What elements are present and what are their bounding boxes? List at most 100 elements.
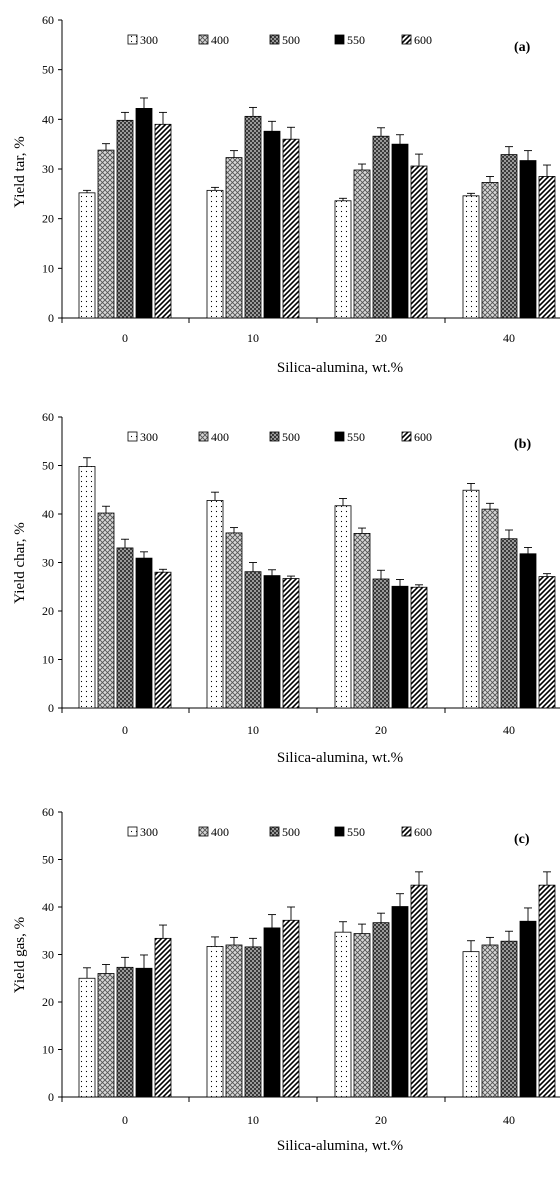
legend-swatch-300 — [127, 34, 138, 45]
bar-series-400 — [225, 157, 243, 319]
bar-series-500 — [372, 578, 390, 709]
y-tick-label: 60 — [42, 410, 54, 424]
bar-series-500 — [372, 135, 390, 319]
legend-swatch-600 — [401, 431, 412, 442]
y-tick-label: 30 — [42, 948, 54, 962]
bar-series-400 — [481, 944, 499, 1098]
x-tick-label: 10 — [247, 1113, 259, 1127]
bar-series-550 — [263, 575, 281, 709]
x-tick-label: 0 — [122, 1113, 128, 1127]
y-tick-label: 0 — [48, 1090, 54, 1104]
bar-series-400 — [353, 169, 371, 319]
bar-series-550 — [391, 585, 409, 709]
y-tick-label: 20 — [42, 995, 54, 1009]
panel-label: (a) — [514, 40, 531, 55]
x-tick-label: 40 — [503, 1113, 515, 1127]
legend-label-500: 500 — [282, 825, 300, 839]
bar-series-300 — [462, 195, 480, 319]
x-axis-title: Silica-alumina, wt.% — [277, 1138, 403, 1154]
y-tick-label: 10 — [42, 261, 54, 275]
bar-series-500 — [116, 547, 134, 709]
legend-label-500: 500 — [282, 430, 300, 444]
bar-series-600 — [282, 578, 300, 709]
bar-series-600 — [410, 884, 428, 1098]
legend-swatch-300 — [127, 431, 138, 442]
bar-series-550 — [519, 553, 537, 709]
panel-label: (c) — [514, 832, 530, 847]
y-axis-title: Yield char, % — [12, 522, 28, 603]
y-tick-label: 20 — [42, 212, 54, 226]
bar-series-500 — [500, 154, 518, 319]
bar-series-300 — [462, 489, 480, 709]
bar-series-550 — [135, 967, 153, 1098]
bar-series-400 — [97, 149, 115, 319]
bar-series-300 — [206, 500, 224, 709]
legend-swatch-300 — [127, 826, 138, 837]
bar-series-400 — [481, 508, 499, 709]
bar-series-600 — [538, 176, 556, 319]
bar-series-300 — [78, 977, 96, 1098]
x-tick-label: 20 — [375, 331, 387, 345]
legend-label-300: 300 — [140, 825, 158, 839]
bar-series-500 — [500, 940, 518, 1098]
x-axis-title: Silica-alumina, wt.% — [277, 750, 403, 766]
bar-series-300 — [334, 505, 352, 709]
legend-label-300: 300 — [140, 33, 158, 47]
legend-swatch-500 — [269, 826, 280, 837]
legend-swatch-400 — [198, 826, 209, 837]
y-tick-label: 20 — [42, 604, 54, 618]
y-tick-label: 60 — [42, 805, 54, 819]
x-tick-label: 10 — [247, 723, 259, 737]
x-tick-label: 0 — [122, 723, 128, 737]
y-tick-label: 40 — [42, 112, 54, 126]
bar-series-500 — [500, 538, 518, 709]
legend-label-400: 400 — [211, 430, 229, 444]
y-axis-title: Yield gas, % — [12, 917, 28, 993]
y-tick-label: 50 — [42, 459, 54, 473]
x-axis-title: Silica-alumina, wt.% — [277, 360, 403, 376]
legend-label-500: 500 — [282, 33, 300, 47]
bar-series-400 — [97, 973, 115, 1098]
bar-series-550 — [391, 906, 409, 1098]
legend-swatch-400 — [198, 34, 209, 45]
bar-series-400 — [225, 944, 243, 1098]
legend-swatch-500 — [269, 34, 280, 45]
y-tick-label: 60 — [42, 13, 54, 27]
bar-series-600 — [410, 165, 428, 319]
bar-series-600 — [154, 123, 172, 319]
bar-series-400 — [97, 512, 115, 709]
y-tick-label: 0 — [48, 311, 54, 325]
legend-label-550: 550 — [347, 825, 365, 839]
y-tick-label: 40 — [42, 900, 54, 914]
y-tick-label: 30 — [42, 556, 54, 570]
bar-series-300 — [78, 466, 96, 709]
bar-series-550 — [519, 920, 537, 1098]
bar-series-400 — [353, 533, 371, 709]
panel-label: (b) — [514, 437, 531, 452]
bar-series-400 — [481, 182, 499, 319]
legend-swatch-400 — [198, 431, 209, 442]
y-tick-label: 50 — [42, 63, 54, 77]
bar-series-500 — [244, 571, 262, 709]
legend-label-550: 550 — [347, 33, 365, 47]
legend-swatch-550 — [334, 431, 345, 442]
y-tick-label: 10 — [42, 1043, 54, 1057]
bar-series-500 — [372, 922, 390, 1098]
legend-swatch-600 — [401, 826, 412, 837]
bar-series-400 — [353, 933, 371, 1098]
bar-series-600 — [154, 937, 172, 1098]
legend-label-400: 400 — [211, 825, 229, 839]
legend-swatch-500 — [269, 431, 280, 442]
x-tick-label: 20 — [375, 723, 387, 737]
bar-series-600 — [410, 586, 428, 709]
x-tick-label: 20 — [375, 1113, 387, 1127]
bar-series-550 — [135, 557, 153, 709]
y-tick-label: 0 — [48, 701, 54, 715]
y-tick-label: 40 — [42, 507, 54, 521]
y-tick-label: 10 — [42, 653, 54, 667]
bar-series-300 — [78, 192, 96, 319]
bar-series-550 — [263, 130, 281, 319]
bar-series-550 — [519, 160, 537, 319]
